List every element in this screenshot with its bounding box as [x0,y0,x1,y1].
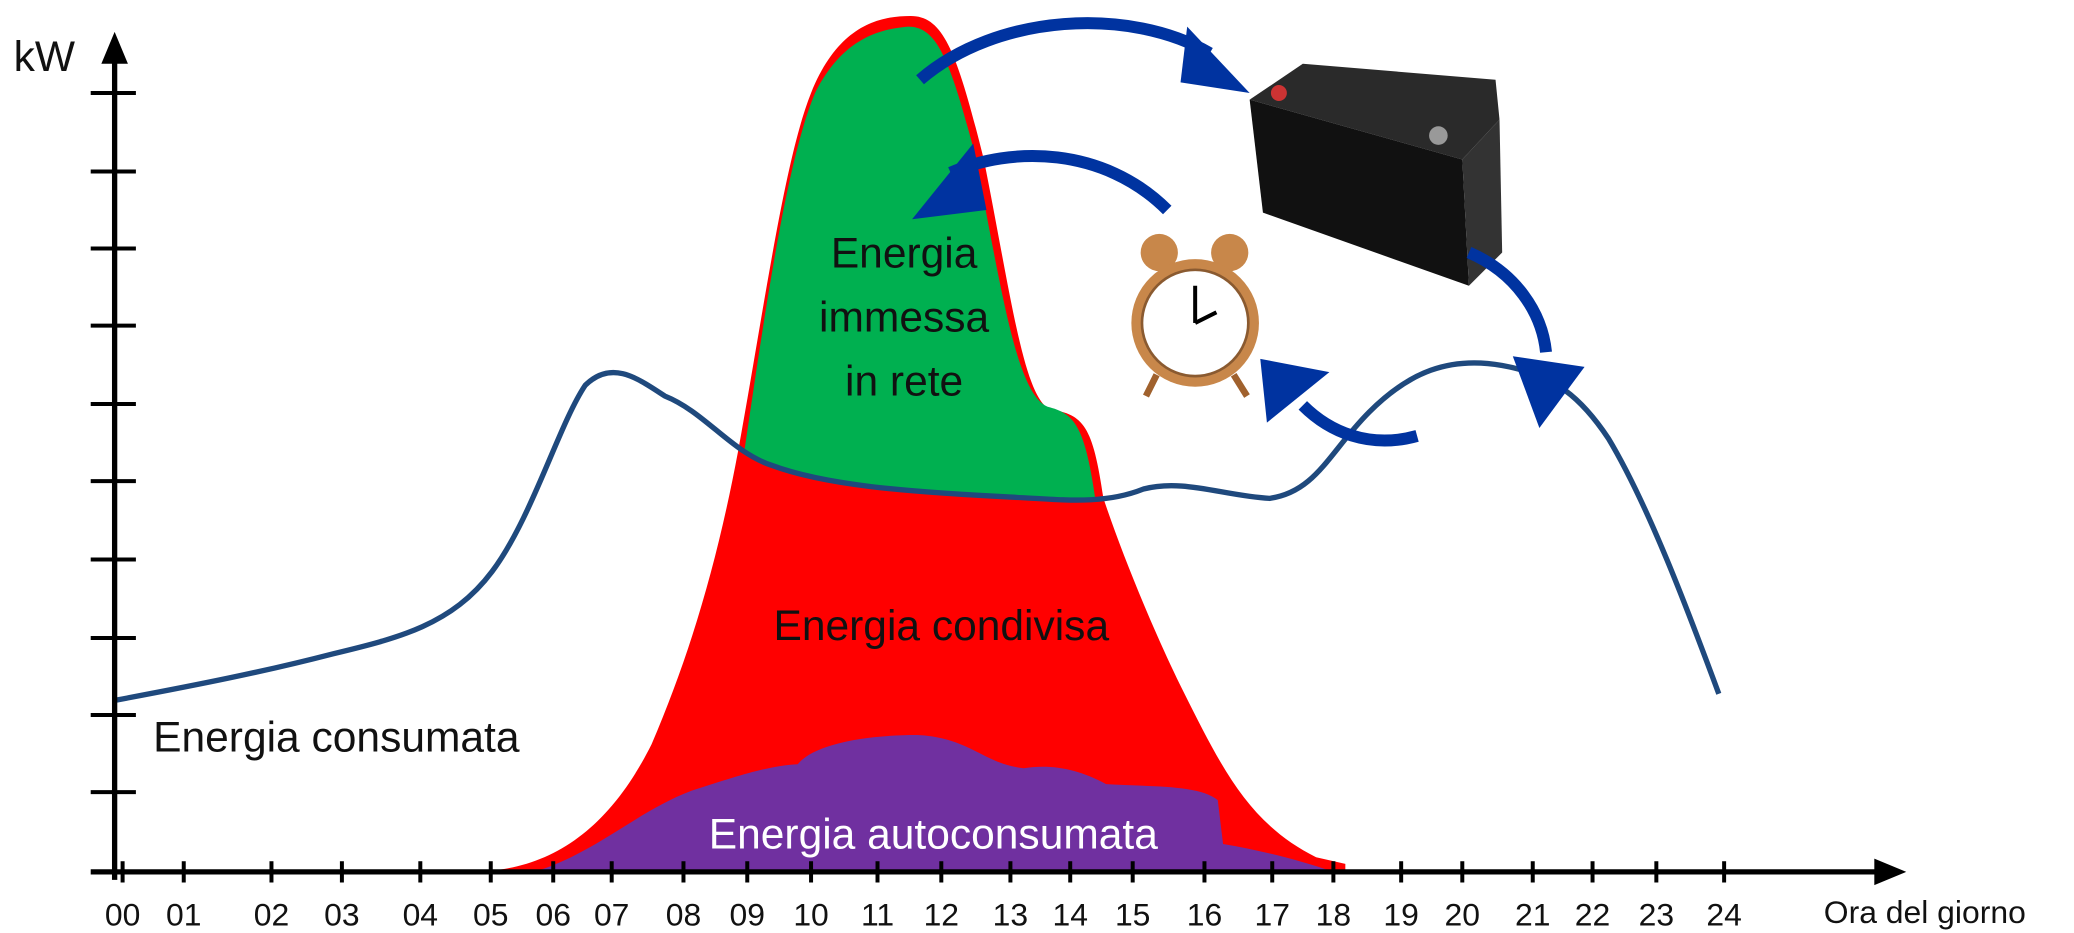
fed-in-label: immessa [819,295,989,342]
y-axis-arrow [101,31,128,64]
x-axis-arrow [1874,858,1907,886]
hour-labels: 00 01 02 03 04 05 06 07 08 09 10 11 12 13 14 15 16 17 18 19… [105,896,1742,932]
self-consumed-energy-area [538,734,1330,871]
y-axis-label: kW [14,34,75,81]
axes [90,53,1877,880]
hour-label: 19 [1383,896,1418,932]
shared-label: Energia condivisa [774,603,1110,650]
hour-label: 16 [1187,896,1222,932]
x-ticks [120,861,1727,883]
hour-label: 05 [473,896,508,932]
consumption-line [114,360,1722,704]
self-consumed-label: Energia autoconsumata [709,812,1158,859]
hour-label: 15 [1115,896,1150,932]
hour-label: 10 [793,896,828,932]
hour-label: 14 [1052,896,1087,932]
battery-icon [1249,63,1503,286]
hour-label: 12 [924,896,959,932]
hour-label: 22 [1575,896,1610,932]
hour-label: 21 [1515,896,1550,932]
hour-label: 11 [861,896,894,932]
hour-label: 02 [254,896,289,932]
hour-label: 23 [1639,896,1674,932]
fed-in-label: Energia [831,231,978,278]
hour-label: 18 [1316,896,1351,932]
y-ticks [90,91,136,795]
hour-label: 17 [1255,896,1290,932]
hour-label: 04 [403,896,438,932]
fed-in-energy-area [744,26,1096,500]
consumed-label: Energia consumata [153,715,520,762]
hour-label: 08 [666,896,701,932]
hour-label: 07 [594,896,629,932]
hour-label: 09 [730,896,765,932]
x-axis-label: Ora del giorno [1824,894,2026,930]
hour-label: 01 [166,896,201,932]
hour-label: 00 [105,896,140,932]
hour-label: 24 [1706,896,1741,932]
hour-label: 13 [993,896,1028,932]
hour-label: 03 [324,896,359,932]
clock-icon [1131,233,1259,398]
hour-label: 06 [535,896,570,932]
fed-in-label: in rete [845,358,963,405]
arrow-heads [912,26,1585,428]
hour-label: 20 [1445,896,1480,932]
